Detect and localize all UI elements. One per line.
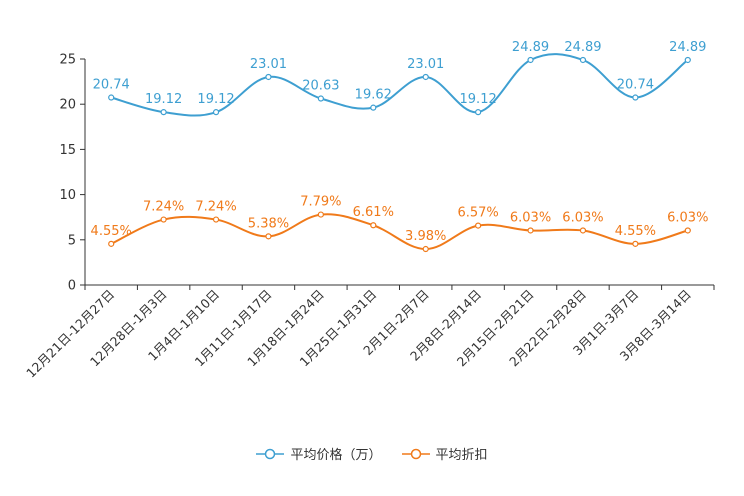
data-point-discount[interactable] (317, 211, 324, 218)
legend-price-label: 平均价格（万） (290, 448, 382, 463)
data-point-price[interactable] (212, 109, 220, 116)
x-tick-label: 12月21日-12月27日 (23, 287, 117, 381)
y-tick-label: 0 (68, 279, 76, 294)
legend-discount-label: 平均折扣 (435, 448, 488, 463)
data-label-discount: 4.55% (91, 224, 132, 239)
legend-price-marker (256, 448, 285, 459)
data-point-price[interactable] (370, 104, 377, 111)
data-point-discount[interactable] (108, 240, 115, 247)
series-line-discount (110, 213, 689, 251)
data-label-price: 20.74 (93, 78, 130, 93)
data-point-price[interactable] (317, 95, 324, 102)
data-point-discount[interactable] (265, 233, 272, 240)
data-label-discount: 6.03% (667, 210, 708, 225)
y-tick-label: 15 (59, 143, 76, 158)
data-point-price[interactable] (265, 73, 272, 81)
y-tick-label: 5 (68, 233, 76, 248)
y-tick-label: 20 (59, 98, 76, 113)
chart-legend: 平均价格（万） 平均折扣 (0, 444, 744, 463)
data-label-price: 19.12 (460, 92, 497, 107)
data-label-price: 23.01 (407, 57, 444, 72)
data-point-discount[interactable] (475, 222, 482, 229)
data-label-price: 19.62 (355, 88, 392, 103)
data-label-discount: 7.24% (195, 200, 236, 215)
data-label-price: 19.12 (197, 92, 234, 107)
data-point-price[interactable] (632, 94, 639, 101)
legend-item-price[interactable]: 平均价格（万） (256, 444, 382, 463)
data-label-discount: 7.79% (300, 195, 341, 210)
data-point-price[interactable] (579, 56, 587, 64)
data-point-discount[interactable] (422, 245, 429, 253)
data-point-discount[interactable] (212, 216, 220, 223)
y-tick-label: 25 (59, 53, 76, 68)
data-point-price[interactable] (422, 73, 429, 81)
data-point-discount[interactable] (527, 227, 534, 234)
data-label-discount: 6.03% (510, 210, 551, 225)
data-label-discount: 6.61% (353, 205, 394, 220)
legend-item-discount[interactable]: 平均折扣 (401, 444, 488, 463)
data-label-discount: 7.24% (143, 200, 184, 215)
data-label-price: 20.63 (302, 79, 339, 94)
data-point-price[interactable] (475, 109, 482, 116)
data-point-discount[interactable] (684, 227, 691, 234)
data-point-price[interactable] (160, 109, 167, 116)
data-label-price: 24.89 (512, 40, 549, 55)
data-label-price: 19.12 (145, 92, 182, 107)
data-label-discount: 6.03% (562, 210, 603, 225)
chart-series (108, 53, 691, 253)
data-point-discount[interactable] (160, 216, 167, 223)
data-point-discount[interactable] (632, 240, 639, 247)
data-label-discount: 4.55% (615, 224, 656, 239)
y-tick-label: 10 (59, 188, 76, 203)
data-point-price[interactable] (684, 56, 691, 64)
data-label-price: 23.01 (250, 57, 287, 72)
data-point-price[interactable] (108, 94, 115, 101)
chart-data-labels: 20.74 19.12 19.12 23.01 20.63 19.62 23.01 19.12… (91, 40, 709, 244)
data-label-discount: 6.57% (457, 206, 498, 221)
data-label-discount: 3.98% (405, 229, 446, 244)
data-label-price: 24.89 (669, 40, 706, 55)
data-label-discount: 5.38% (248, 216, 289, 231)
data-label-price: 24.89 (564, 40, 601, 55)
data-point-discount[interactable] (370, 222, 377, 229)
data-label-price: 20.74 (617, 78, 654, 93)
data-point-price[interactable] (527, 56, 534, 64)
legend-discount-marker (401, 448, 430, 459)
data-point-discount[interactable] (579, 227, 587, 234)
